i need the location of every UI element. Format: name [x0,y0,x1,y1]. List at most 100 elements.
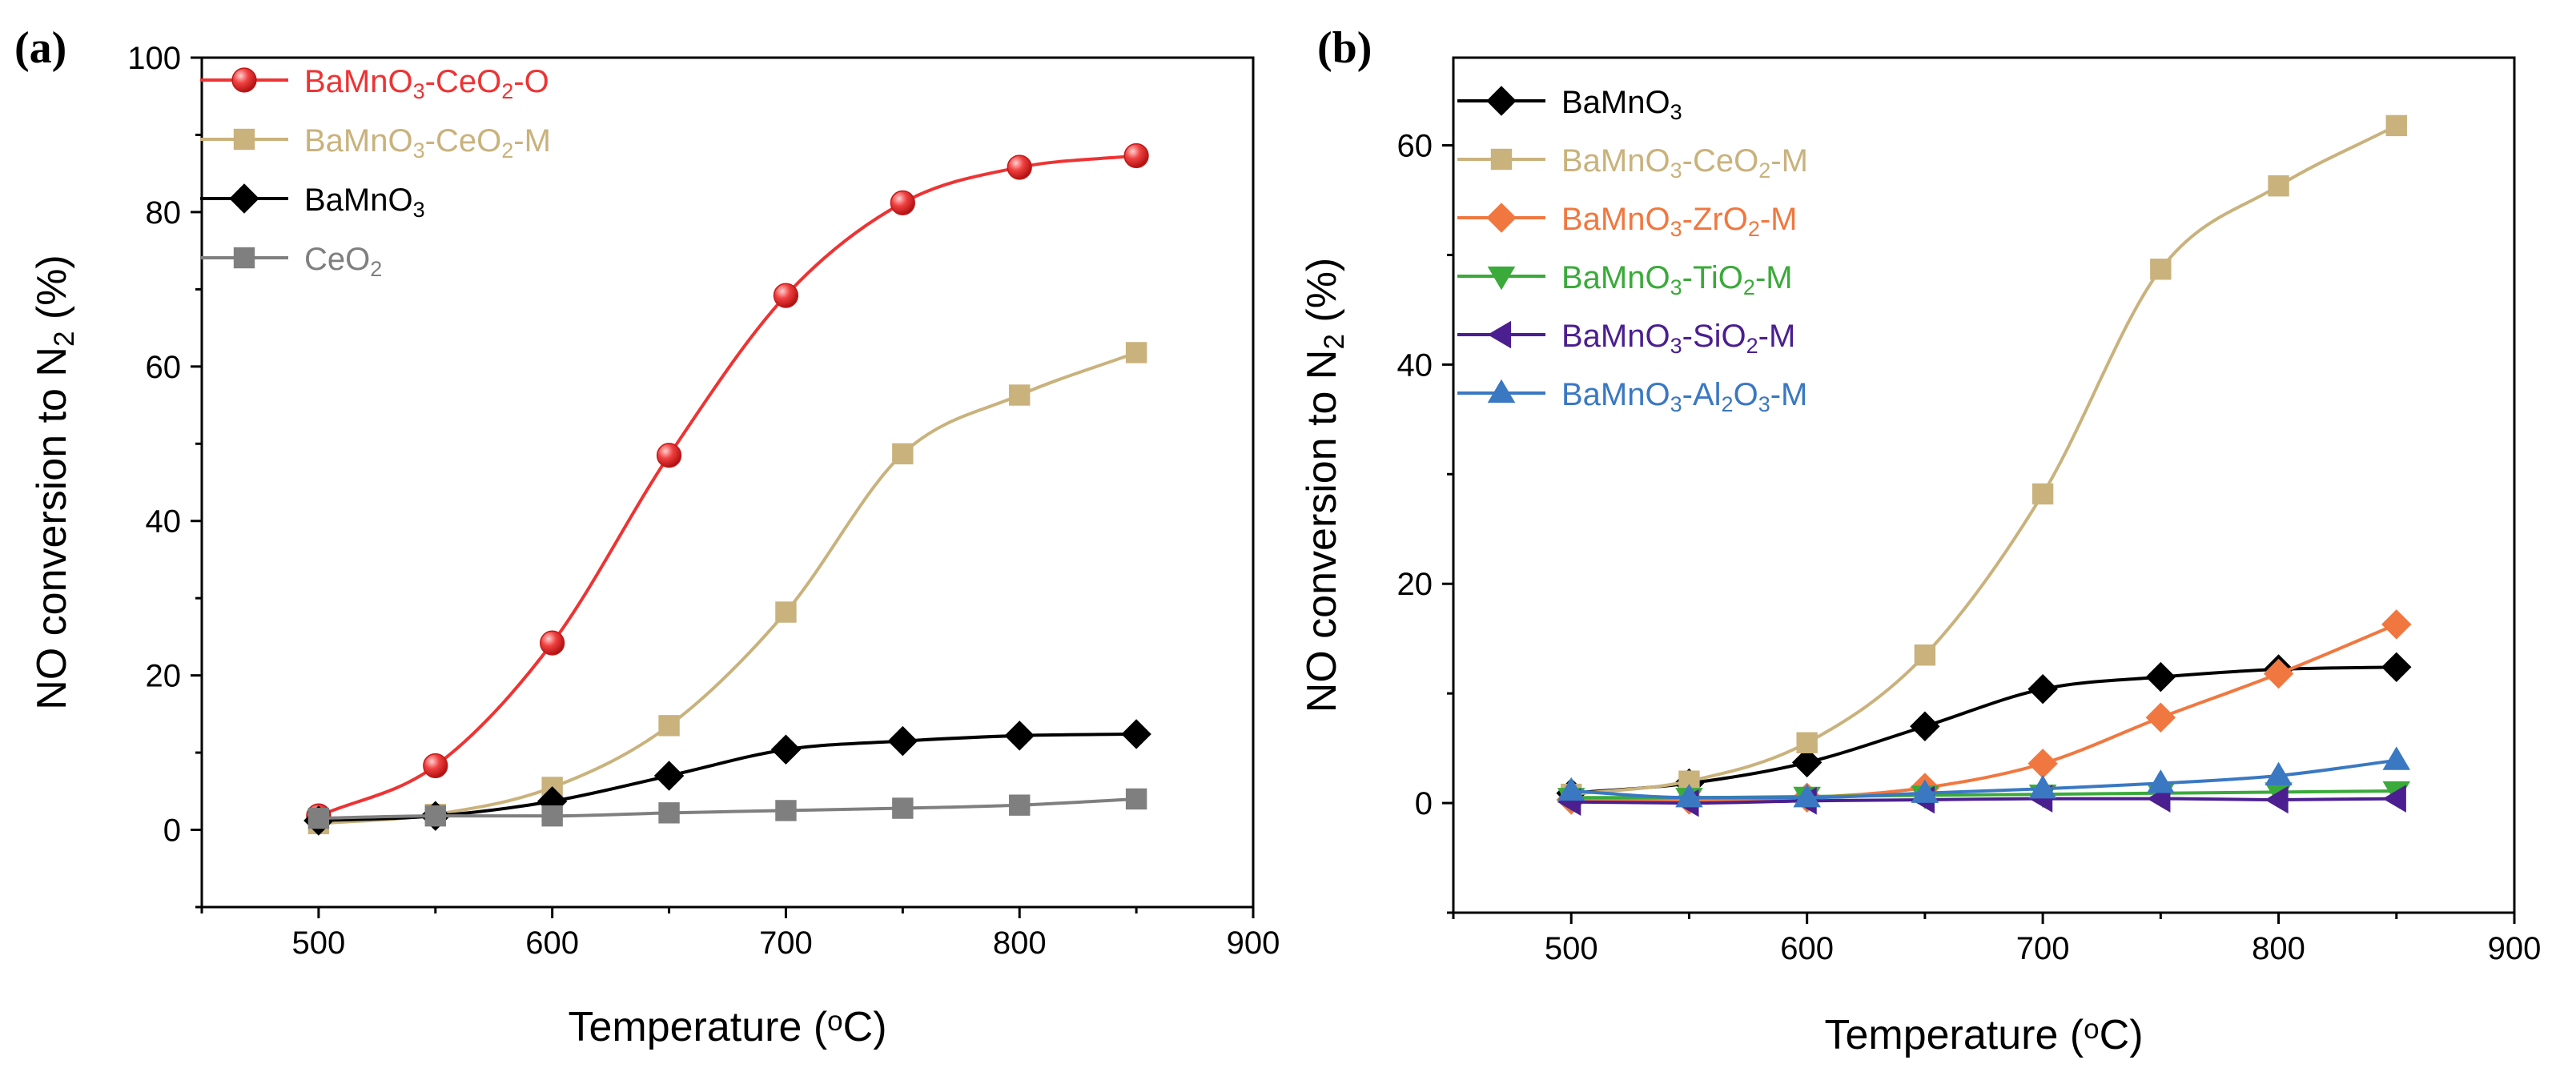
series-line [318,154,1137,818]
y-tick-label: 20 [146,659,182,694]
panel-label: (b) [1317,23,1372,73]
legend-marker [1487,266,1516,291]
legend-label: BaMnO3 [304,183,425,222]
legend-marker [1487,320,1512,349]
legend-label: BaMnO3-SiO2-M [1561,319,1795,358]
data-point [892,443,914,465]
legend-marker [233,247,255,269]
data-point [2028,774,2057,799]
x-tick-label: 500 [292,925,346,961]
data-point [1675,783,1703,808]
legend-marker [229,183,259,214]
x-tick-label: 800 [2252,931,2305,966]
y-tick-label: 0 [1415,786,1433,821]
panel-label: (a) [14,23,66,73]
data-point [658,802,680,824]
data-point [656,443,682,468]
data-point [541,805,563,827]
series-line [1571,758,2397,800]
data-point [1791,747,1822,778]
data-point [2382,785,2406,813]
y-tick-label: 60 [146,350,182,385]
data-point [1914,644,1936,666]
data-point [1125,342,1147,363]
legend-label: BaMnO3-Al2O3-M [1561,377,1807,416]
series-line [318,797,1137,821]
y-tick-label: 80 [146,195,182,231]
data-point [2265,761,2293,785]
plot-frame [1452,56,2516,914]
x-axis-title: Temperature (oC) [1824,1012,2143,1058]
y-tick-label: 20 [1397,567,1433,602]
y-axis-title: NO conversion to N2 (%) [1299,258,1350,713]
x-tick-label: 700 [2016,931,2070,966]
data-point [540,630,565,656]
legend-label: BaMnO3-CeO2-M [1561,143,1808,183]
data-point [2381,609,2412,640]
data-point [653,761,685,791]
data-point [1793,783,1821,808]
data-point [1125,788,1147,810]
data-point [2381,652,2412,683]
data-point [2382,746,2411,770]
data-point [1911,779,1939,803]
data-point [2145,661,2176,693]
series-bamno3-al2o3-m [1557,746,2411,808]
data-point [775,601,797,623]
y-tick-label: 40 [146,504,182,540]
y-tick-label: 0 [163,813,181,849]
data-point [658,715,680,737]
data-point [773,283,799,308]
legend-marker [1486,86,1517,116]
x-tick-label: 600 [525,925,579,961]
chart-panel-a: (a) 500 600 700 800 900 0 20 40 60 80 100 Temperatur… [14,23,1280,1050]
x-tick-label: 700 [759,925,813,961]
data-point [2385,114,2407,137]
x-axis-title: Temperature (oC) [568,1004,886,1050]
data-point [1123,143,1149,169]
x-tick-label: 800 [993,925,1047,961]
legend-marker [231,67,257,93]
x-tick-label: 600 [1780,931,1834,966]
y-tick-label: 40 [1397,347,1433,383]
data-point [1009,794,1031,816]
series-bamno3-ceo2-m [1561,114,2407,805]
series-line [1570,124,2397,797]
data-point [770,734,802,765]
data-point [1009,384,1031,406]
legend-label: BaMnO3-CeO2-O [304,64,549,103]
data-point [2031,483,2054,505]
legend-label: BaMnO3 [1561,85,1682,124]
legend-label: BaMnO3-CeO2-M [304,123,551,163]
data-point [1557,777,1585,801]
data-point [1007,155,1032,180]
data-point [2145,702,2176,733]
data-point [424,805,446,827]
data-point [423,753,448,779]
legend-label: CeO2 [304,242,382,281]
x-tick-label: 900 [1227,925,1280,961]
data-point [892,797,914,819]
legend-label: BaMnO3-TiO2-M [1561,260,1793,299]
legend: BaMnO3-CeO2-O BaMnO3-CeO2-M BaMnO3 CeO2 [200,64,551,281]
data-point [2263,658,2294,689]
data-point [1004,721,1035,751]
legend-label: BaMnO3-ZrO2-M [1561,202,1798,241]
legend-marker [1490,148,1513,171]
data-point [2027,749,2058,779]
x-tick-label: 500 [1545,931,1598,966]
data-point [2027,673,2058,705]
y-axis-title: NO conversion to N2 (%) [29,255,80,710]
data-point [1796,732,1818,753]
legend-marker [1486,203,1517,233]
chart-panel-b: (b) 500 600 700 800 900 0 20 40 60 Temperature (oC… [1299,23,2541,1058]
x-tick-label: 900 [2488,931,2542,966]
data-point [775,800,797,821]
data-point [2265,785,2289,814]
data-point [307,807,330,829]
data-point [2268,175,2289,197]
data-point [887,725,918,757]
legend: BaMnO3 BaMnO3-CeO2-M BaMnO3-ZrO2-M BaMnO3-T… [1457,85,1808,416]
data-point [2150,259,2172,280]
